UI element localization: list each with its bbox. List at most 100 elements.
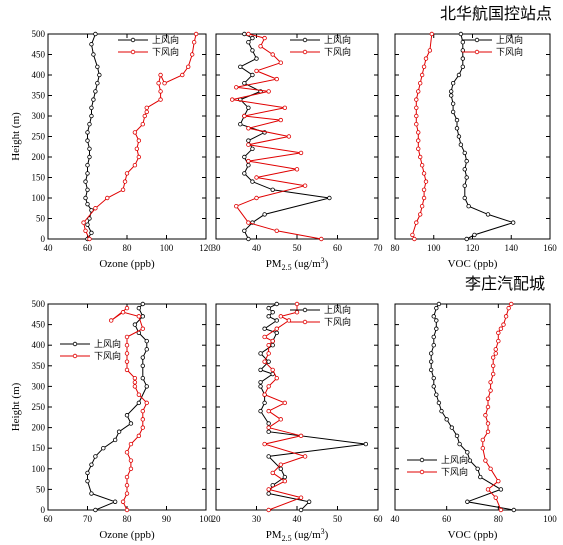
x-tick-label: 30 bbox=[212, 243, 222, 253]
legend-label: 上风向 bbox=[441, 454, 468, 466]
data-point bbox=[488, 380, 493, 385]
data-point bbox=[144, 384, 149, 389]
data-point bbox=[124, 413, 130, 418]
data-point bbox=[434, 326, 439, 331]
data-point bbox=[431, 334, 436, 340]
legend-marker bbox=[130, 37, 136, 43]
data-point bbox=[120, 499, 126, 504]
chart-panel-4: 60 70 80 90 100 0 50 100 150 200 250 300 350 400 450 50… bbox=[10, 299, 213, 541]
data-point bbox=[140, 314, 145, 319]
data-point bbox=[417, 80, 423, 86]
data-point bbox=[498, 487, 504, 492]
data-point bbox=[124, 351, 130, 356]
data-point bbox=[140, 355, 145, 360]
x-axis-label-part: (ug/m bbox=[292, 529, 321, 541]
data-point bbox=[91, 97, 96, 102]
data-point bbox=[93, 89, 98, 94]
data-point bbox=[124, 507, 130, 513]
data-point bbox=[266, 421, 271, 426]
data-point bbox=[434, 318, 439, 323]
data-point bbox=[294, 310, 300, 315]
data-point bbox=[238, 121, 243, 127]
data-point bbox=[140, 121, 145, 127]
x-tick-label: 120 bbox=[199, 243, 213, 253]
data-point bbox=[464, 236, 469, 242]
data-point bbox=[89, 42, 94, 47]
y-tick-label: 50 bbox=[36, 214, 46, 224]
data-point bbox=[89, 491, 94, 496]
data-point bbox=[158, 89, 163, 94]
data-point bbox=[298, 495, 304, 500]
data-point bbox=[246, 162, 251, 168]
x-tick-label: 60 bbox=[83, 243, 93, 253]
data-point bbox=[122, 179, 128, 184]
data-point bbox=[95, 80, 100, 86]
data-point bbox=[434, 392, 439, 397]
data-point bbox=[511, 507, 517, 513]
y-tick-label: 500 bbox=[32, 29, 46, 39]
legend-marker bbox=[302, 37, 308, 43]
x-axis-label-part: PM bbox=[266, 529, 282, 541]
x-tick-label: 50 bbox=[333, 514, 343, 524]
data-point bbox=[419, 72, 425, 78]
data-point bbox=[112, 437, 118, 443]
data-point bbox=[416, 130, 421, 135]
data-point bbox=[136, 138, 142, 143]
data-point bbox=[262, 400, 267, 406]
x-tick-label: 60 bbox=[442, 514, 452, 524]
data-point bbox=[298, 433, 304, 439]
data-point bbox=[85, 187, 90, 192]
y-tick-label: 400 bbox=[32, 340, 46, 350]
data-point bbox=[485, 396, 491, 401]
x-tick-label: 80 bbox=[494, 514, 504, 524]
data-point bbox=[87, 154, 92, 160]
legend-label: 上风向 bbox=[152, 34, 179, 46]
data-point bbox=[421, 195, 427, 201]
data-point bbox=[493, 495, 498, 500]
x-tick-label: 90 bbox=[162, 514, 172, 524]
data-point bbox=[414, 113, 419, 119]
data-point bbox=[460, 64, 466, 69]
plot-frame bbox=[394, 303, 551, 511]
data-point bbox=[465, 450, 470, 455]
y-tick-label: 150 bbox=[32, 173, 46, 183]
x-tick-label: 100 bbox=[427, 243, 441, 253]
data-point bbox=[498, 507, 504, 513]
data-point bbox=[246, 40, 251, 45]
data-point bbox=[485, 421, 491, 426]
data-point bbox=[87, 216, 92, 221]
data-point bbox=[140, 301, 145, 307]
data-point bbox=[242, 31, 247, 37]
data-point bbox=[128, 441, 134, 447]
data-point bbox=[496, 338, 501, 344]
data-point bbox=[266, 487, 271, 492]
x-tick-label: 100 bbox=[160, 243, 174, 253]
data-point bbox=[278, 117, 283, 123]
data-point bbox=[140, 408, 145, 414]
data-point bbox=[246, 142, 251, 147]
data-point bbox=[274, 330, 279, 336]
plot-frame bbox=[47, 33, 207, 240]
data-point bbox=[428, 367, 434, 373]
x-tick-label: 80 bbox=[123, 514, 133, 524]
chart-panel-1: 40 60 80 100 120 0 50 100 150 200 250 300 350 400 450 5… bbox=[10, 29, 213, 270]
x-tick-label: 80 bbox=[391, 243, 401, 253]
data-point bbox=[421, 171, 427, 176]
data-point bbox=[266, 359, 271, 364]
data-point bbox=[124, 305, 130, 311]
x-tick-label: 140 bbox=[505, 243, 519, 253]
x-axis-label: VOC (ppb) bbox=[448, 258, 498, 270]
legend-marker bbox=[474, 49, 480, 55]
data-point bbox=[414, 105, 419, 110]
data-point bbox=[436, 400, 442, 406]
plot-frame bbox=[215, 303, 379, 511]
data-point bbox=[458, 31, 464, 37]
legend-label: 下风向 bbox=[496, 46, 523, 58]
x-axis-label: VOC (ppb) bbox=[448, 529, 498, 541]
data-point bbox=[266, 343, 271, 348]
data-point bbox=[140, 425, 145, 430]
data-point bbox=[483, 458, 488, 463]
